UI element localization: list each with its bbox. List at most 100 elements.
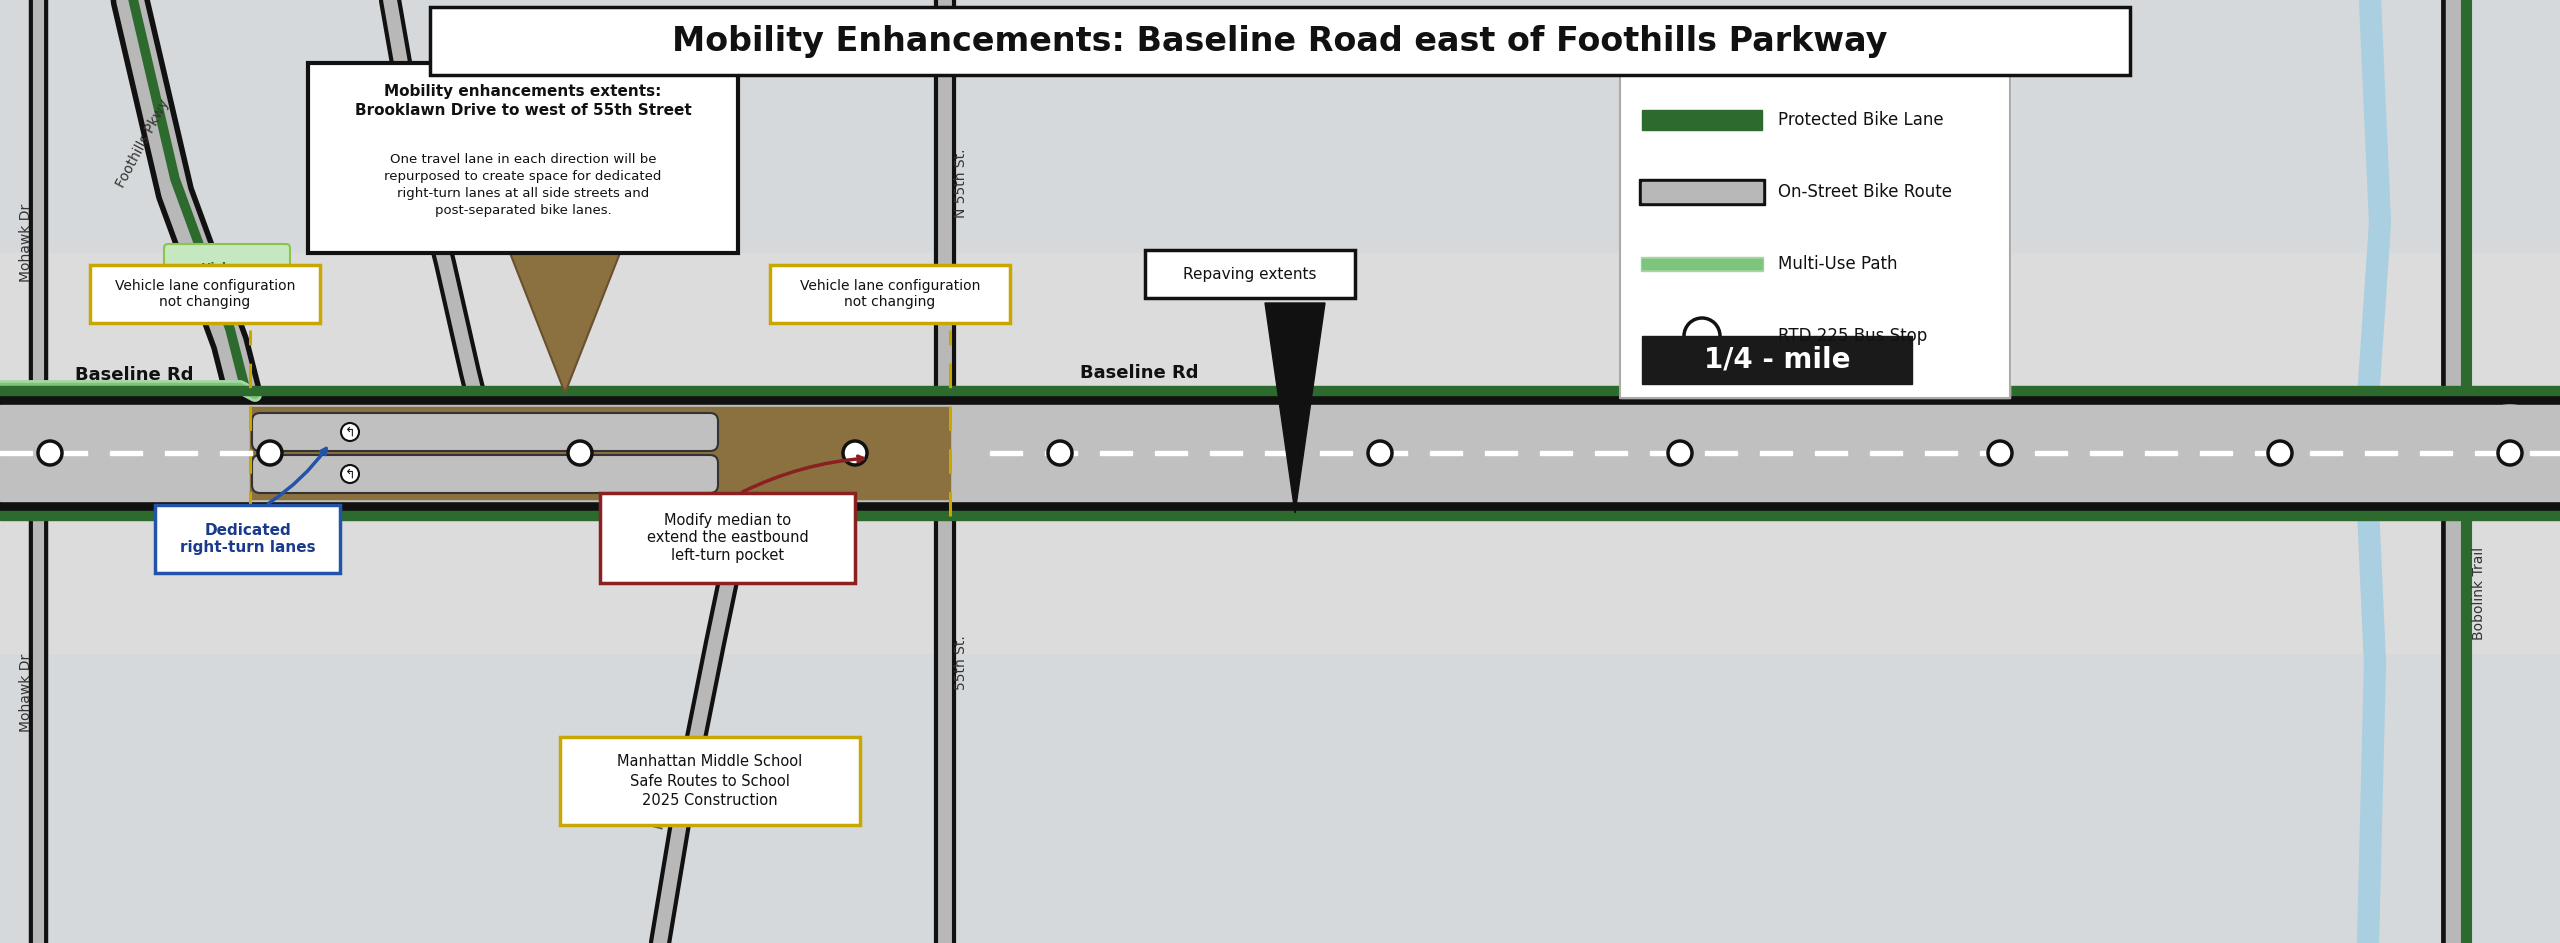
Polygon shape [509, 253, 620, 393]
Bar [1101, 451, 1132, 455]
Bar [1641, 257, 1764, 271]
Bar [2309, 451, 2342, 455]
Bar [54, 451, 87, 455]
Circle shape [1989, 441, 2012, 465]
Circle shape [1367, 441, 1393, 465]
Bar [1375, 451, 1408, 455]
Bar [1620, 58, 2010, 398]
Text: Mohawk Dr: Mohawk Dr [18, 653, 33, 732]
Circle shape [2463, 405, 2557, 501]
Text: Multi-Use Path: Multi-Use Path [1779, 255, 1897, 273]
Bar [1705, 451, 1738, 455]
Bar [599, 493, 855, 583]
Text: N 55th St.: N 55th St. [955, 148, 968, 218]
Circle shape [259, 441, 282, 465]
Circle shape [340, 423, 358, 441]
Bar [430, 7, 2130, 75]
Bar [220, 451, 251, 455]
Text: ↰: ↰ [346, 468, 356, 481]
Bar [110, 451, 141, 455]
Text: 55th St.: 55th St. [955, 636, 968, 690]
Bar [1651, 451, 1682, 455]
Bar [771, 265, 1011, 323]
Bar [1641, 110, 1761, 130]
Bar [307, 63, 737, 253]
FancyBboxPatch shape [251, 413, 717, 451]
Bar [2199, 451, 2232, 455]
Bar [991, 451, 1021, 455]
Bar [0, 405, 2560, 501]
Bar [251, 407, 950, 499]
Bar [1979, 451, 2012, 455]
FancyBboxPatch shape [251, 455, 717, 493]
Bar [1211, 451, 1242, 455]
Text: Foothills Pkwy: Foothills Pkwy [113, 96, 172, 190]
Bar [307, 63, 737, 253]
Bar [1761, 451, 1792, 455]
Bar [430, 7, 2130, 75]
FancyBboxPatch shape [164, 244, 289, 307]
Circle shape [2452, 395, 2560, 511]
Bar [2529, 451, 2560, 455]
Bar [90, 265, 320, 323]
Text: Bobolink Trail: Bobolink Trail [2473, 546, 2486, 639]
Bar [164, 451, 197, 455]
Bar [2365, 451, 2396, 455]
Bar [1925, 451, 1956, 455]
Bar [2089, 451, 2122, 455]
Bar [0, 451, 33, 455]
Bar [156, 505, 340, 573]
Text: Mohawk Dr: Mohawk Dr [18, 204, 33, 282]
Bar [1144, 250, 1354, 298]
Circle shape [1684, 318, 1720, 354]
Bar [1638, 179, 1764, 205]
Circle shape [568, 441, 591, 465]
Text: Baseline Rd: Baseline Rd [74, 366, 195, 384]
Bar [1144, 250, 1354, 298]
Bar [1044, 451, 1078, 455]
Circle shape [38, 441, 61, 465]
Text: Manhattan Dr: Manhattan Dr [653, 735, 691, 831]
Text: One travel lane in each direction will be
repurposed to create space for dedicat: One travel lane in each direction will b… [384, 153, 660, 217]
Bar [1541, 451, 1572, 455]
Text: On-Street Bike Route: On-Street Bike Route [1779, 183, 1953, 201]
Bar [1869, 451, 1902, 455]
Text: Vehicle lane configuration
not changing: Vehicle lane configuration not changing [115, 279, 294, 309]
Text: Repaving extents: Repaving extents [1183, 267, 1316, 282]
Bar [1321, 451, 1352, 455]
Bar [561, 737, 860, 825]
Text: Vehicle lane configuration
not changing: Vehicle lane configuration not changing [799, 279, 980, 309]
Circle shape [1669, 441, 1692, 465]
Polygon shape [1265, 303, 1326, 513]
Bar [1815, 451, 1846, 455]
Circle shape [340, 465, 358, 483]
Text: Modify median to
extend the eastbound
left-turn pocket: Modify median to extend the eastbound le… [648, 513, 809, 563]
Bar [2255, 451, 2286, 455]
Bar [1155, 451, 1188, 455]
Bar [2145, 451, 2176, 455]
Bar [0, 511, 2560, 520]
Bar [1431, 451, 1462, 455]
Bar [0, 386, 2560, 395]
Text: Hickory
Gardens: Hickory Gardens [197, 262, 256, 290]
Bar [156, 505, 340, 573]
Circle shape [2268, 441, 2291, 465]
Text: Mobility enhancements extents:
Brooklawn Drive to west of 55th Street: Mobility enhancements extents: Brooklawn… [356, 84, 691, 118]
Text: Manhattan Middle School
Safe Routes to School
2025 Construction: Manhattan Middle School Safe Routes to S… [617, 753, 804, 808]
Bar [1641, 182, 1761, 202]
Text: RTD 225 Bus Stop: RTD 225 Bus Stop [1779, 327, 1928, 345]
Bar [0, 253, 2560, 653]
Bar [1620, 58, 2010, 398]
Bar [1485, 451, 1518, 455]
Bar [2035, 451, 2066, 455]
Text: 1/4 - mile: 1/4 - mile [1705, 346, 1851, 374]
Bar [1641, 259, 1761, 269]
Bar [771, 265, 1011, 323]
Text: Brooklawn Dr: Brooklawn Dr [394, 75, 433, 170]
Bar [561, 737, 860, 825]
Text: Protected Bike Lane: Protected Bike Lane [1779, 111, 1943, 129]
Bar [90, 265, 320, 323]
Circle shape [2499, 441, 2522, 465]
Text: Mobility Enhancements: Baseline Road east of Foothills Parkway: Mobility Enhancements: Baseline Road eas… [673, 25, 1887, 58]
Text: Baseline Rd: Baseline Rd [1080, 364, 1198, 382]
